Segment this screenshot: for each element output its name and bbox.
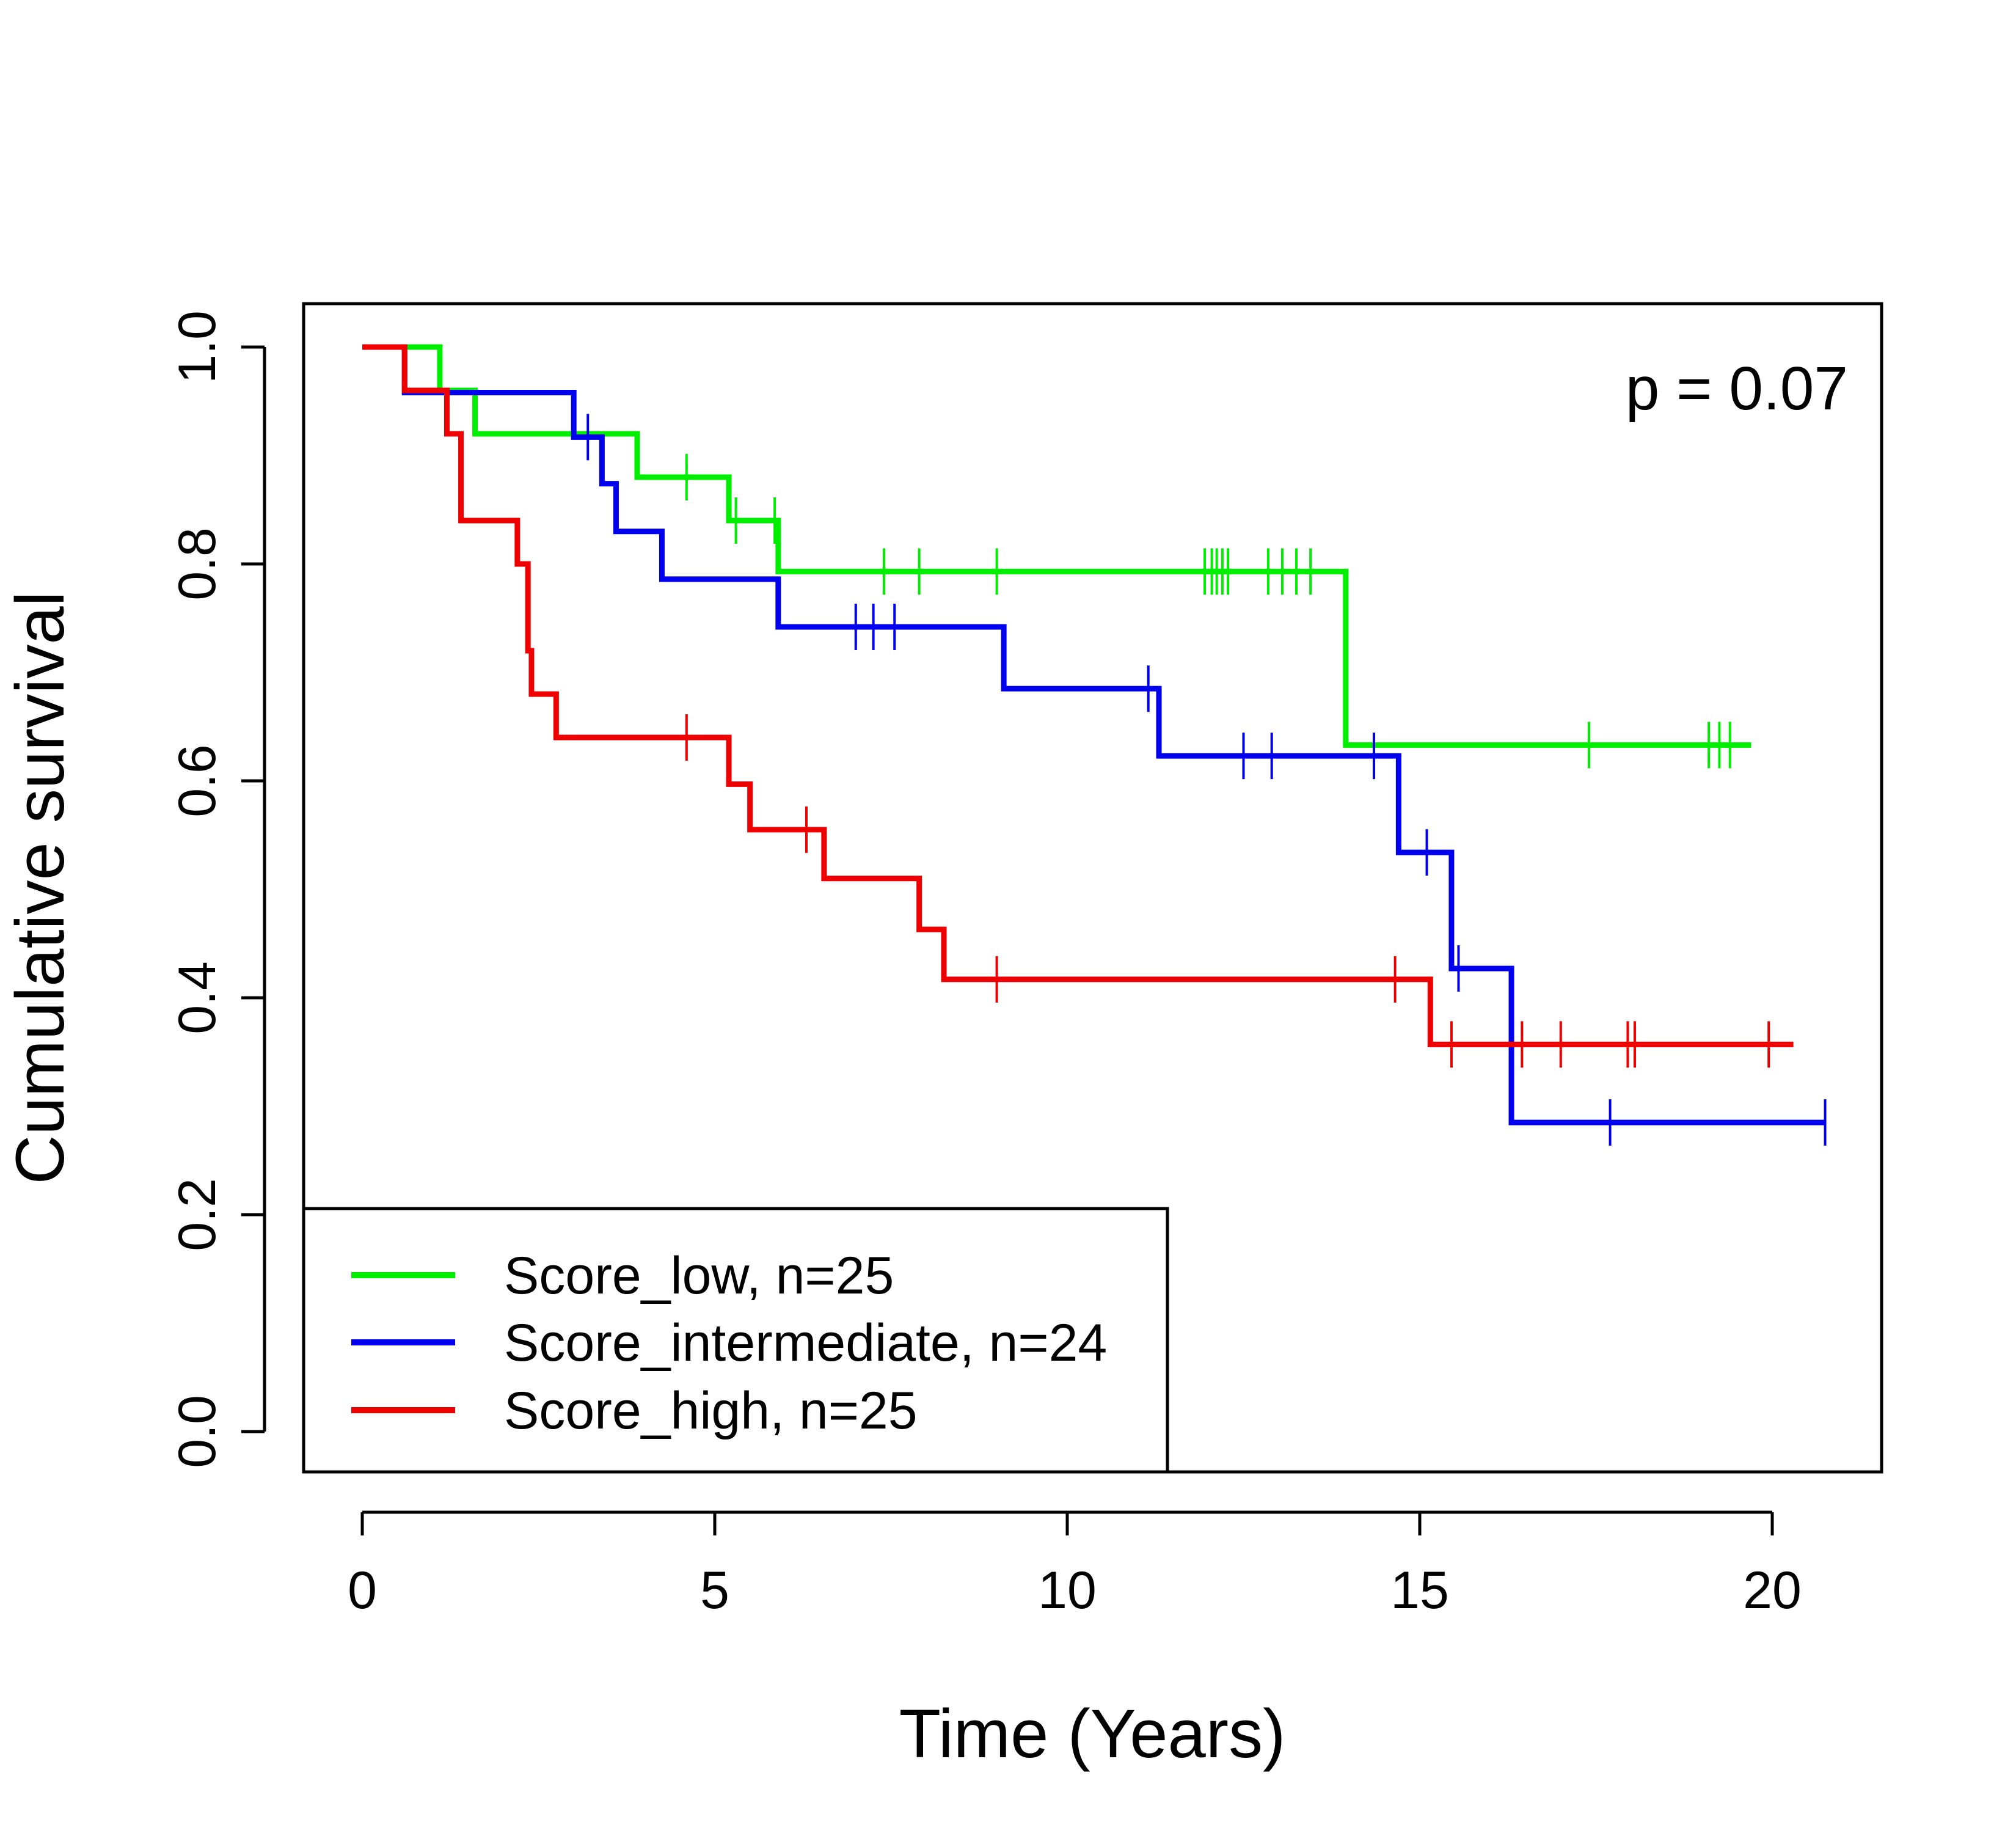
axes-layer: 0 5 10 15 20 0.0 0.2 0.4 0.6 0.8 1.0 <box>168 310 1802 1620</box>
legend-label-low: Score_low, n=25 <box>504 1246 894 1305</box>
x-tick-label: 10 <box>1038 1561 1097 1620</box>
y-tick-label: 0.6 <box>168 744 227 818</box>
y-tick-label: 0.2 <box>168 1178 227 1251</box>
y-axis-title: Cumulative survival <box>2 591 78 1185</box>
survival-curve-intermediate <box>362 344 1825 1125</box>
series-layer <box>362 344 1827 1146</box>
legend-label-high: Score_high, n=25 <box>504 1381 918 1440</box>
x-tick-label: 0 <box>348 1561 377 1620</box>
series-high <box>362 344 1794 1068</box>
y-tick-label: 0.0 <box>168 1395 227 1468</box>
survival-curve-high <box>362 344 1794 1047</box>
y-tick-label: 0.4 <box>168 961 227 1034</box>
y-tick-label: 1.0 <box>168 310 227 384</box>
p-value-annotation: p = 0.07 <box>1626 354 1848 423</box>
y-tick-label: 0.8 <box>168 527 227 601</box>
x-tick-label: 5 <box>700 1561 729 1620</box>
x-tick-label: 20 <box>1743 1561 1802 1620</box>
x-axis-title: Time (Years) <box>899 1696 1286 1772</box>
legend: Score_low, n=25 Score_intermediate, n=24… <box>302 1207 1169 1474</box>
legend-label-intermediate: Score_intermediate, n=24 <box>504 1314 1107 1372</box>
series-intermediate <box>362 344 1827 1146</box>
x-tick-label: 15 <box>1390 1561 1449 1620</box>
